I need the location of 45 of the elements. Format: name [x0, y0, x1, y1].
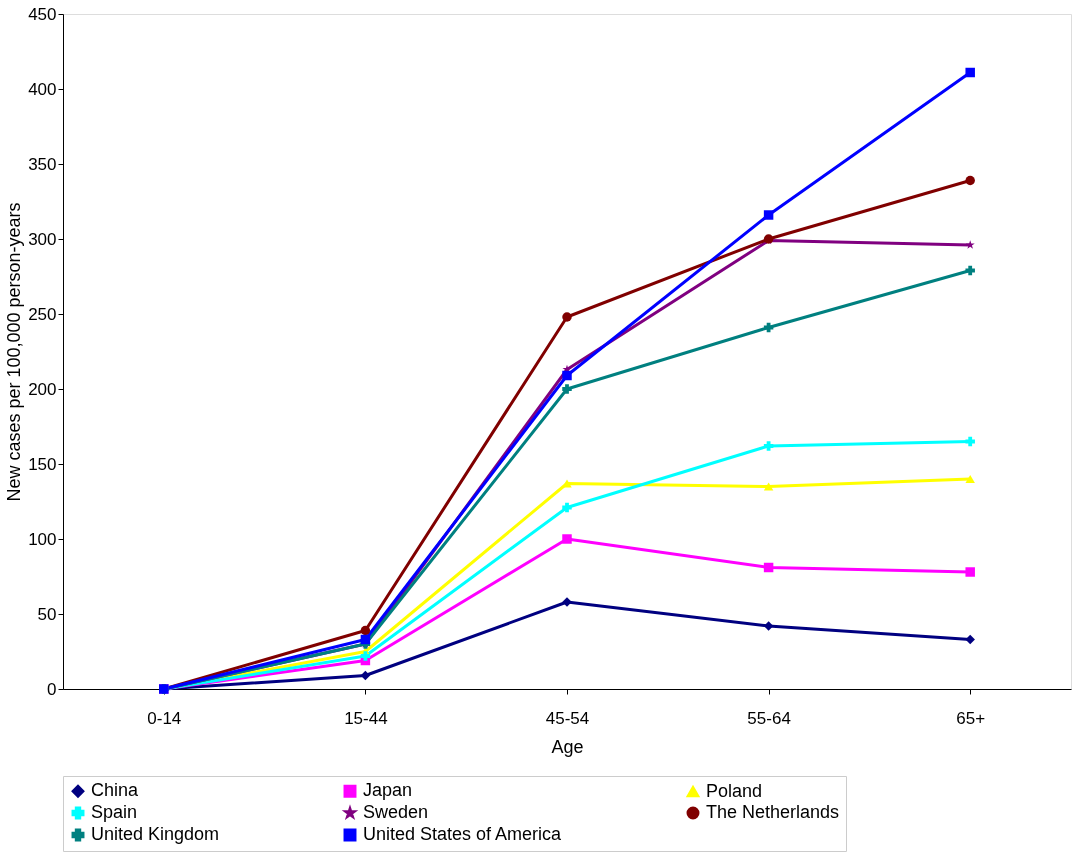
- point: [763, 562, 774, 573]
- y-tick-label: 450: [28, 4, 57, 24]
- legend-label: Spain: [91, 802, 138, 822]
- y-axis-title: New cases per 100,000 person-years: [4, 202, 25, 502]
- point: [965, 474, 975, 484]
- y-tick-label: 0: [47, 679, 57, 699]
- point: [965, 436, 975, 447]
- x-tick-label: 15-44: [344, 708, 388, 728]
- point: [965, 175, 975, 186]
- legend-label: Poland: [706, 780, 763, 801]
- point: [360, 670, 371, 681]
- y-tick-label: 200: [28, 379, 57, 399]
- point: [562, 384, 572, 394]
- legend-label: The Netherlands: [706, 802, 840, 822]
- legend-label: United States of America: [363, 824, 563, 844]
- point: [360, 634, 371, 645]
- x-tick-label: 55-64: [747, 708, 791, 728]
- point: [562, 534, 572, 544]
- point: [562, 312, 572, 322]
- legend-label: United Kingdom: [91, 824, 220, 844]
- point: [360, 625, 371, 636]
- legend-label: Sweden: [363, 802, 429, 822]
- point: [965, 67, 975, 78]
- point: [763, 441, 774, 451]
- y-tick-label: 250: [28, 304, 57, 324]
- x-tick-label: 0-14: [147, 708, 182, 728]
- point: [562, 370, 572, 381]
- legend-label: China: [91, 780, 140, 801]
- x-tick-label: 65+: [956, 708, 986, 728]
- point: [562, 502, 572, 513]
- point: [763, 482, 774, 491]
- y-tick-label: 150: [28, 454, 57, 474]
- legend-label: Japan: [363, 780, 413, 801]
- y-tick-label: 50: [37, 604, 57, 624]
- y-tick-label: 350: [28, 154, 57, 174]
- point: [965, 265, 975, 276]
- y-tick-label: 300: [28, 229, 57, 249]
- x-axis-title: Age: [551, 736, 584, 757]
- y-tick-label: 100: [28, 529, 57, 549]
- point: [360, 651, 371, 661]
- y-tick-label: 400: [28, 79, 57, 99]
- point: [965, 634, 975, 645]
- point: [965, 567, 975, 577]
- point: [763, 210, 774, 220]
- x-tick-label: 45-54: [545, 708, 590, 728]
